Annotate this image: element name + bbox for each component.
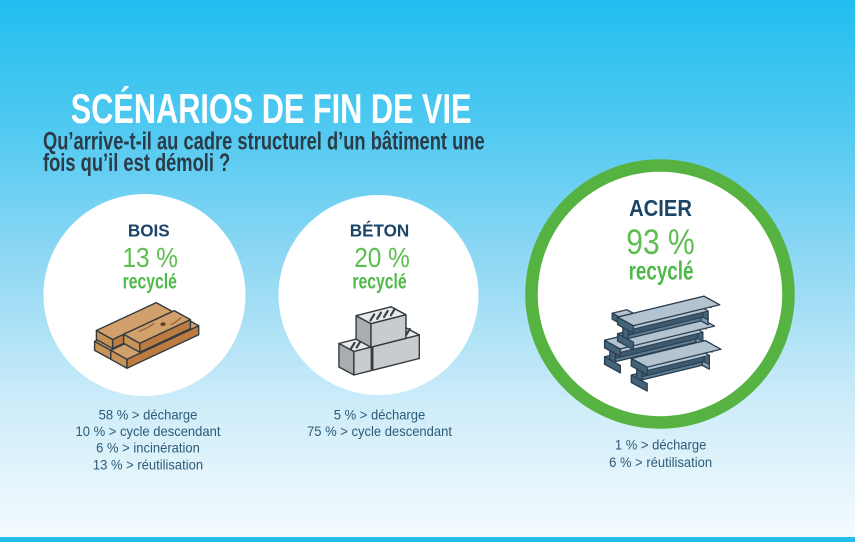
svg-text:recyclé: recyclé — [352, 269, 406, 293]
svg-text:ACIER: ACIER — [629, 195, 692, 222]
svg-text:6 % > incinération: 6 % > incinération — [96, 440, 200, 456]
svg-text:recyclé: recyclé — [123, 269, 177, 293]
svg-text:SCÉNARIOS DE FIN DE VIE: SCÉNARIOS DE FIN DE VIE — [71, 86, 472, 133]
svg-text:recyclé: recyclé — [629, 255, 694, 285]
svg-text:93 %: 93 % — [626, 222, 694, 262]
svg-text:BOIS: BOIS — [128, 220, 170, 241]
svg-text:20 %: 20 % — [354, 241, 410, 273]
svg-text:Qu’arrive-t-il au cadre struct: Qu’arrive-t-il au cadre structurel d’un … — [43, 127, 485, 156]
svg-text:6 % > réutilisation: 6 % > réutilisation — [609, 455, 712, 471]
svg-text:1 % > décharge: 1 % > décharge — [615, 437, 706, 453]
svg-text:fois qu’il est démoli ?: fois qu’il est démoli ? — [43, 148, 230, 177]
svg-text:58 % > décharge: 58 % > décharge — [99, 407, 198, 423]
svg-text:BÉTON: BÉTON — [350, 219, 410, 241]
svg-text:13 % > réutilisation: 13 % > réutilisation — [93, 457, 203, 473]
svg-text:10 % > cycle descendant: 10 % > cycle descendant — [76, 424, 221, 440]
svg-text:5 % > décharge: 5 % > décharge — [334, 407, 425, 423]
svg-text:13 %: 13 % — [122, 241, 178, 273]
svg-text:75 % > cycle descendant: 75 % > cycle descendant — [307, 424, 452, 440]
